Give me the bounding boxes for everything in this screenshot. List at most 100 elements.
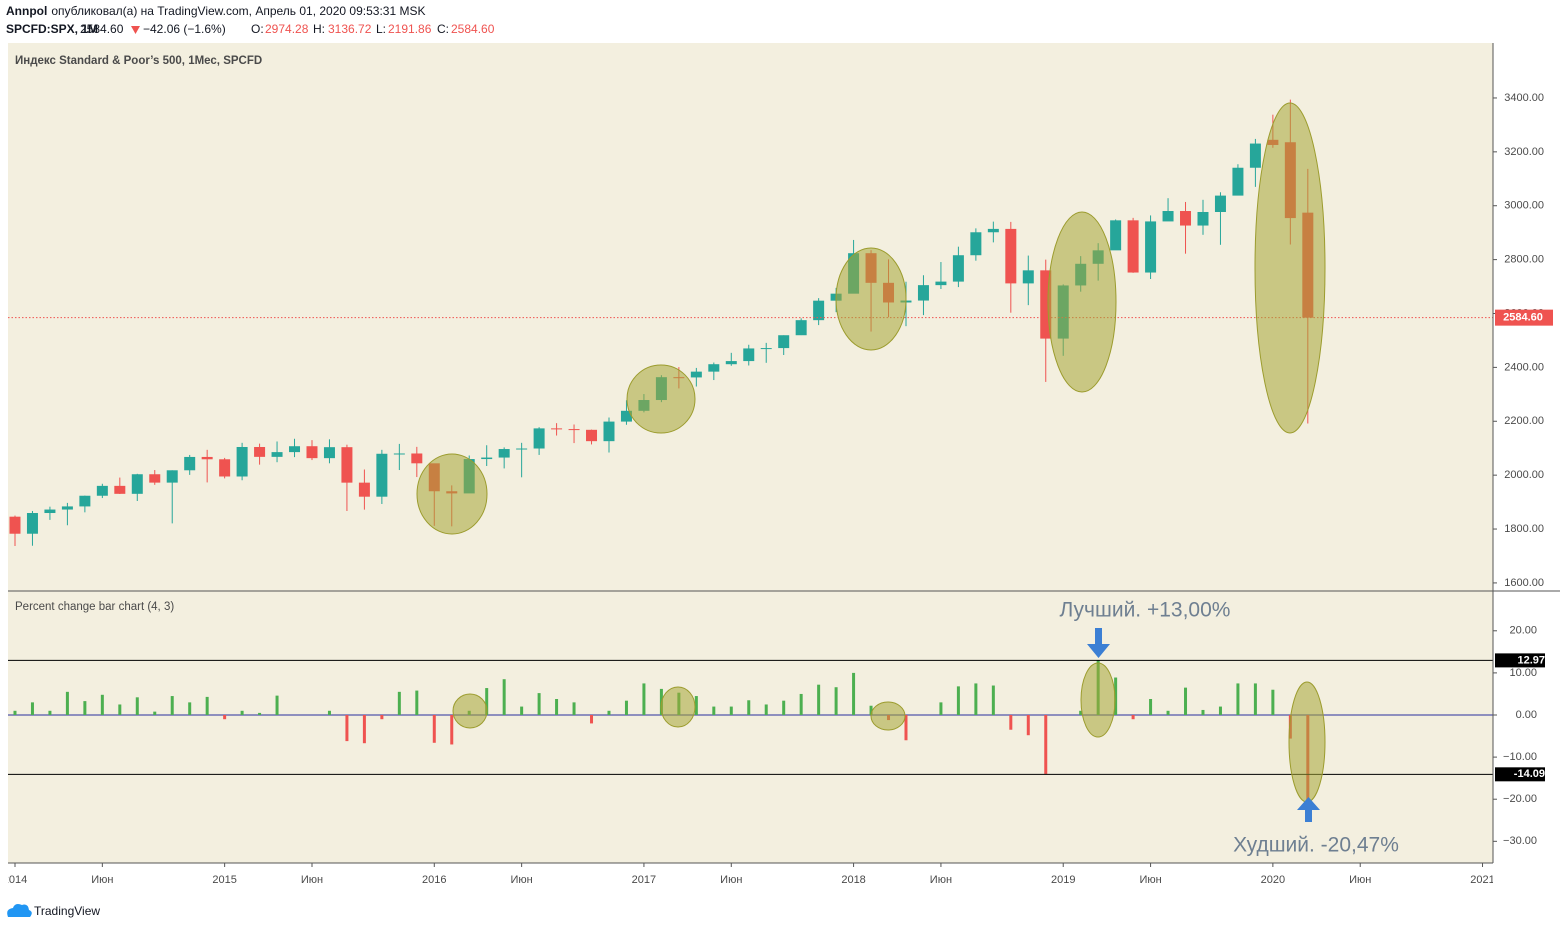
highlight xyxy=(1080,662,1116,738)
bar xyxy=(432,715,436,743)
arrow-down xyxy=(1087,628,1110,658)
y-tick-label: 2800.00 xyxy=(1504,254,1544,266)
x-tick-label: 2014 xyxy=(3,874,27,886)
candle-body xyxy=(376,453,388,497)
candle-body xyxy=(289,446,301,453)
pane-title: Percent change bar chart (4, 3) xyxy=(15,601,174,613)
candle-body xyxy=(1110,220,1122,251)
bar xyxy=(782,700,786,715)
x-tick-label: Июн xyxy=(91,874,113,886)
annotation: Худший. -20,47% xyxy=(1233,834,1399,857)
last-price-box xyxy=(1495,309,1553,326)
x-tick-label: 2018 xyxy=(841,874,865,886)
candle-body xyxy=(533,428,545,449)
bar xyxy=(205,696,209,715)
bar xyxy=(223,715,227,720)
y-tick-label: 2200.00 xyxy=(1504,415,1544,427)
y-tick-label: 2400.00 xyxy=(1504,361,1544,373)
candle-body xyxy=(708,364,720,372)
bar xyxy=(799,693,803,715)
pane-title: Индекс Standard & Poor’s 500, 1Мес, SPCF… xyxy=(15,55,262,67)
candle-body xyxy=(411,453,423,464)
candle-body xyxy=(935,281,947,286)
bar xyxy=(1114,677,1118,715)
candle-body xyxy=(61,506,73,510)
bar xyxy=(450,715,454,745)
candle-body xyxy=(184,456,196,471)
bar xyxy=(1026,715,1030,736)
candle-body xyxy=(393,453,405,455)
bar xyxy=(834,687,838,715)
y-tick-label: −20.00 xyxy=(1503,793,1537,805)
ohlc-value: 3136.72 xyxy=(328,22,372,36)
bar xyxy=(188,702,192,715)
bar xyxy=(135,697,139,715)
x-tick-label: 2015 xyxy=(212,874,236,886)
candle-body xyxy=(690,371,702,378)
published: опубликовал(а) на TradingView.com, Апрел… xyxy=(51,4,425,18)
y-tick-label: 3400.00 xyxy=(1504,92,1544,104)
bar xyxy=(974,683,978,715)
ohlc-value: 2584.60 xyxy=(451,22,495,36)
level-box xyxy=(1495,767,1545,782)
candle-body xyxy=(271,452,283,457)
highlight xyxy=(416,453,488,535)
candle-body xyxy=(743,348,755,362)
highlight xyxy=(1047,211,1117,393)
ohlc-key: C: xyxy=(437,22,449,36)
bar xyxy=(380,715,384,720)
highlight xyxy=(835,247,907,351)
candle-body xyxy=(1145,221,1157,273)
bar xyxy=(153,711,157,715)
y-tick-label: 1600.00 xyxy=(1504,577,1544,589)
ohlc-key: O: xyxy=(251,22,264,36)
candle-body xyxy=(1197,211,1209,226)
y-tick-label: 3200.00 xyxy=(1504,146,1544,158)
candle-body xyxy=(586,429,598,442)
bar xyxy=(956,686,960,715)
bar xyxy=(118,704,122,715)
x-tick-label: 2020 xyxy=(1261,874,1285,886)
author: Annpol xyxy=(6,4,47,18)
last-price-label: 2584.60 xyxy=(1503,312,1543,324)
bar xyxy=(83,701,87,715)
bar xyxy=(65,691,69,715)
bar xyxy=(991,685,995,715)
ohlc-key: H: xyxy=(313,22,325,36)
bar xyxy=(572,702,576,715)
bar xyxy=(1166,710,1170,715)
arrows xyxy=(1087,628,1320,822)
bar xyxy=(1184,687,1188,715)
candle-body xyxy=(79,495,91,507)
bar xyxy=(747,700,751,715)
ohlc-key: L: xyxy=(376,22,386,36)
candle-body xyxy=(813,300,825,321)
price: 2584.60 xyxy=(80,22,124,36)
bar xyxy=(13,710,17,715)
candle-body xyxy=(1005,228,1017,284)
bar xyxy=(240,710,244,715)
x-tick-label: 2019 xyxy=(1051,874,1075,886)
bar xyxy=(904,715,908,741)
bar xyxy=(624,700,628,715)
candle-body xyxy=(1232,167,1244,196)
header-line: Annpol опубликовал(а) на TradingView.com,… xyxy=(6,4,425,18)
bar xyxy=(275,695,279,715)
change: −42.06 (−1.6%) xyxy=(143,22,226,36)
candle-body xyxy=(44,509,56,514)
bar xyxy=(362,715,366,744)
candle-body xyxy=(254,446,266,457)
candle-body xyxy=(987,228,999,233)
bar xyxy=(712,706,716,715)
bar xyxy=(869,705,873,715)
bar xyxy=(817,684,821,715)
candle-body xyxy=(952,255,964,282)
x-tick-label: 2016 xyxy=(422,874,446,886)
bar xyxy=(642,683,646,715)
candle-body xyxy=(516,448,528,450)
x-tick-label: Июн xyxy=(301,874,323,886)
bar xyxy=(485,688,489,715)
candle-body xyxy=(114,485,126,494)
level-label: 12.97 xyxy=(1517,654,1545,666)
